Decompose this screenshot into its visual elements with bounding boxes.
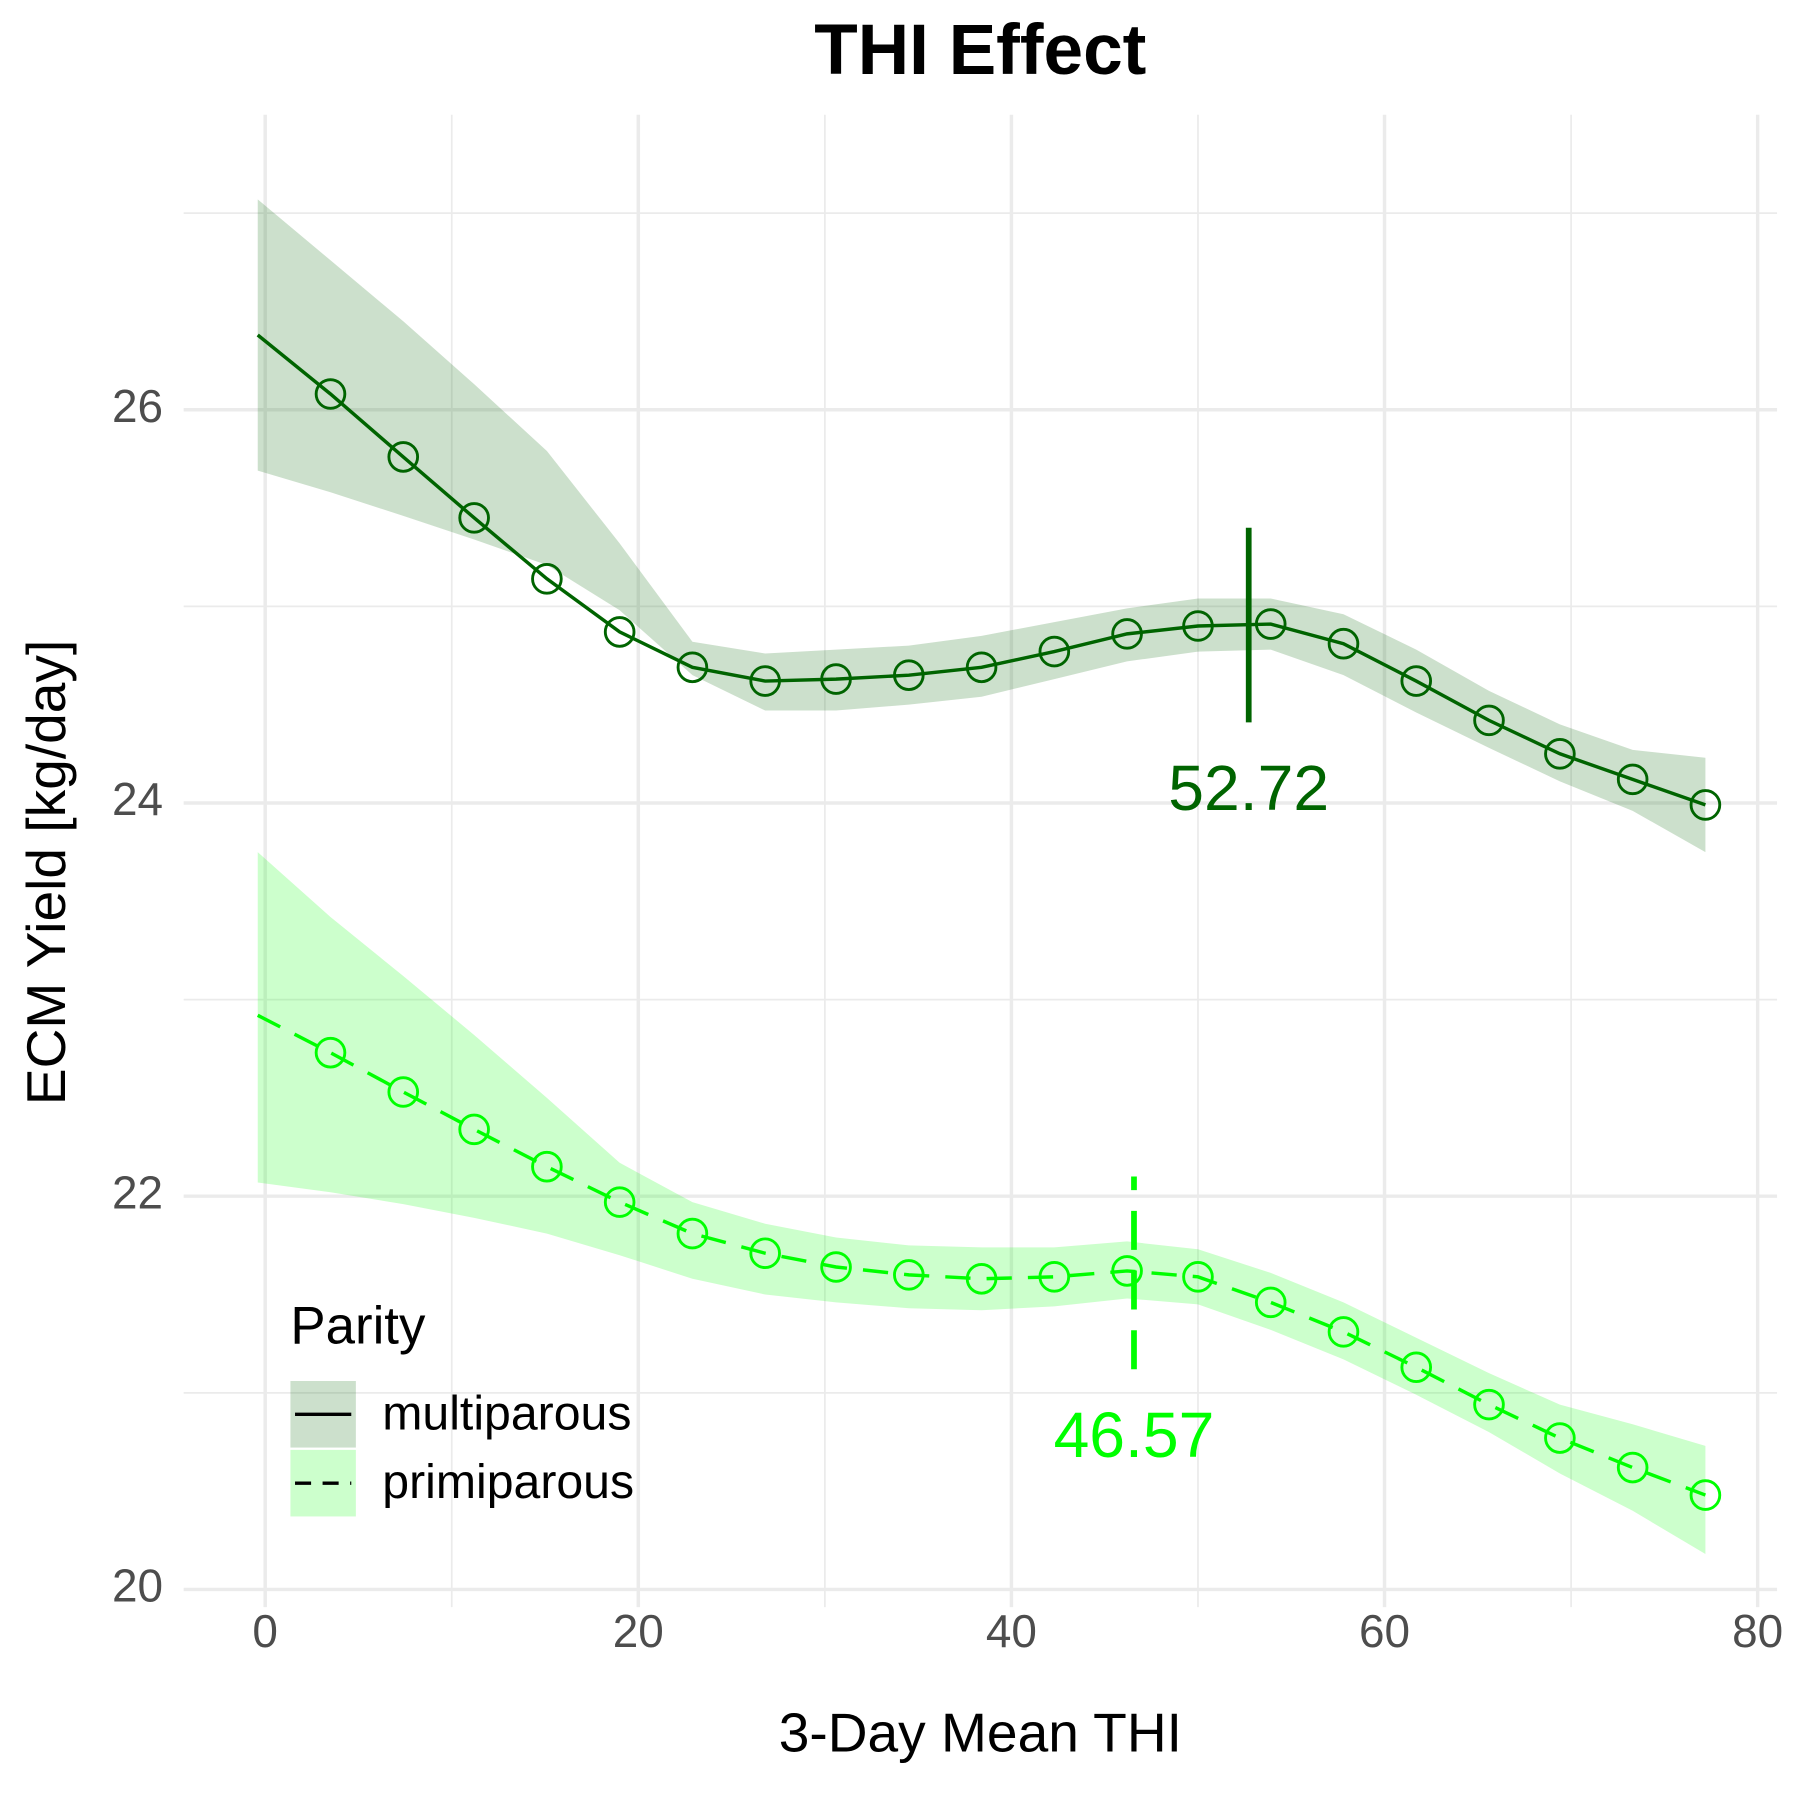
point (603, 1186, 636, 1218)
point (1400, 665, 1433, 697)
x-tick-label: 0 (252, 1605, 278, 1657)
point (531, 563, 563, 595)
legend-title: Parity (290, 1296, 426, 1355)
point (820, 663, 852, 695)
point (1544, 738, 1576, 770)
point (1327, 1316, 1360, 1348)
point (676, 1217, 709, 1250)
point (531, 1150, 563, 1183)
point (965, 1263, 998, 1295)
y-tick-label: 22 (112, 1166, 163, 1218)
point (1689, 1479, 1722, 1511)
x-tick-label: 60 (1359, 1605, 1410, 1657)
y-tick-label: 24 (112, 773, 163, 825)
point (603, 616, 636, 648)
point (1616, 763, 1649, 796)
y-tick-label: 20 (112, 1560, 163, 1612)
threshold-label: 52.72 (1168, 752, 1329, 824)
point (387, 1076, 420, 1108)
point (676, 651, 709, 684)
point (1689, 789, 1722, 821)
point (1111, 1255, 1143, 1287)
point (893, 1259, 925, 1291)
point (387, 441, 420, 473)
x-axis-title: 3-Day Mean THI (779, 1701, 1182, 1763)
legend-label: primiparous (382, 1455, 634, 1509)
point (1111, 618, 1143, 650)
point (1254, 1286, 1287, 1319)
legend-label: multiparous (382, 1386, 631, 1440)
series-line (256, 333, 1706, 807)
point (1473, 704, 1505, 737)
chart-title: THI Effect (814, 11, 1146, 90)
x-tick-label: 20 (613, 1605, 664, 1657)
point (1327, 627, 1360, 660)
y-tick-label: 26 (112, 380, 163, 432)
threshold-label: 46.57 (1054, 1399, 1215, 1471)
point (1254, 608, 1287, 640)
point (314, 1036, 347, 1069)
point (458, 1113, 490, 1146)
point (820, 1251, 852, 1283)
point (749, 665, 781, 697)
series-line (256, 1013, 1707, 1497)
point (1400, 1351, 1433, 1384)
point (1182, 1261, 1214, 1293)
point (1182, 610, 1214, 642)
x-tick-label: 80 (1732, 1605, 1783, 1657)
point (965, 651, 998, 684)
confidence-band (257, 199, 1706, 853)
x-tick-label: 40 (986, 1605, 1037, 1657)
y-axis-title: ECM Yield [kg/day] (15, 640, 77, 1105)
point (458, 502, 490, 534)
point (314, 378, 347, 410)
point (1544, 1422, 1576, 1454)
point (1616, 1451, 1649, 1484)
confidence-band (257, 852, 1706, 1555)
point (749, 1237, 781, 1270)
point (893, 659, 925, 691)
point (1038, 1261, 1071, 1293)
point (1473, 1388, 1505, 1421)
point (1038, 635, 1071, 668)
